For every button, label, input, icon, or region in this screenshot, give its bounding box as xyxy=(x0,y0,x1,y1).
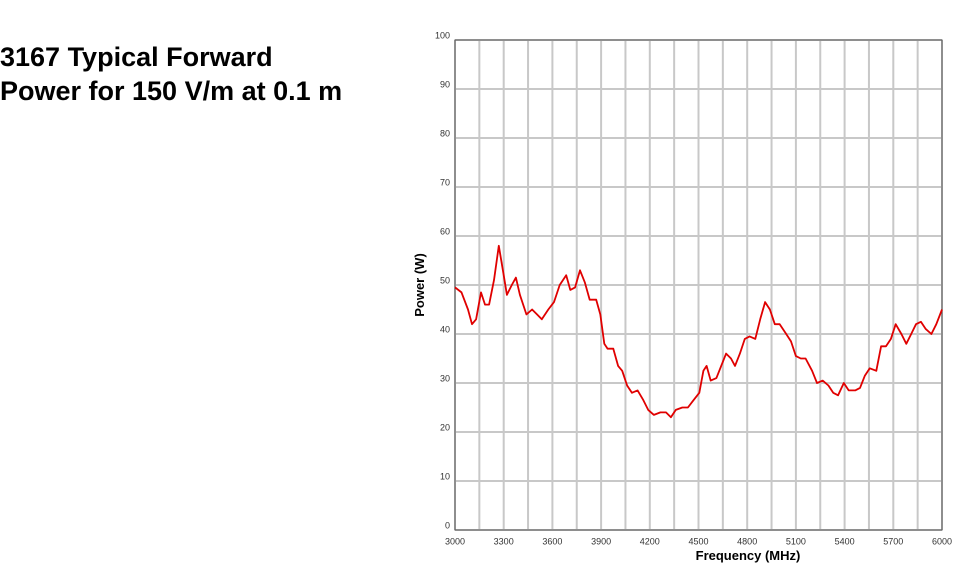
x-axis-label: Frequency (MHz) xyxy=(696,548,801,563)
x-tick-label: 3000 xyxy=(445,536,465,546)
x-tick-label: 4800 xyxy=(737,536,757,546)
x-tick-label: 4500 xyxy=(688,536,708,546)
x-tick-label: 5100 xyxy=(786,536,806,546)
x-tick-label: 4200 xyxy=(640,536,660,546)
y-tick-label: 50 xyxy=(440,275,450,285)
y-tick-label: 80 xyxy=(440,128,450,138)
y-tick-label: 0 xyxy=(445,520,450,530)
x-tick-label: 5700 xyxy=(883,536,903,546)
y-tick-label: 10 xyxy=(440,471,450,481)
y-tick-label: 30 xyxy=(440,373,450,383)
y-tick-label: 40 xyxy=(440,324,450,334)
chart-title: 3167 Typical Forward xyxy=(0,42,273,72)
y-tick-label: 100 xyxy=(435,30,450,40)
y-tick-label: 90 xyxy=(440,79,450,89)
x-tick-label: 3900 xyxy=(591,536,611,546)
plot-frame xyxy=(454,39,943,531)
y-axis-label: Power (W) xyxy=(412,253,427,317)
data-line xyxy=(454,244,943,419)
x-tick-label: 3600 xyxy=(542,536,562,546)
y-tick-label: 60 xyxy=(440,226,450,236)
chart-title: Power for 150 V/m at 0.1 m xyxy=(0,76,342,106)
x-tick-label: 6000 xyxy=(932,536,952,546)
y-tick-label: 20 xyxy=(440,422,450,432)
x-tick-label: 3300 xyxy=(494,536,514,546)
y-tick-label: 70 xyxy=(440,177,450,187)
x-tick-label: 5400 xyxy=(835,536,855,546)
